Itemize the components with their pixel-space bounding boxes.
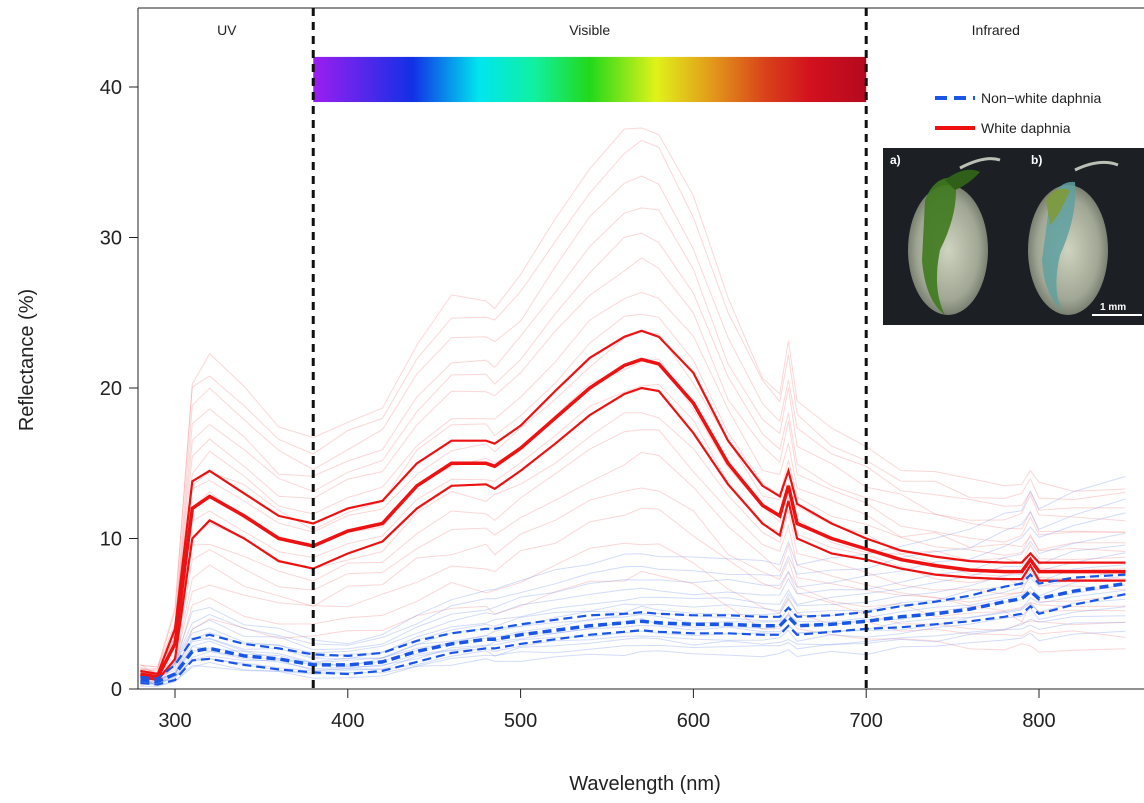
region-label-uv: UV: [217, 22, 237, 38]
inset-panel-label-a: a): [890, 153, 901, 167]
series-nonwhite-lower: [140, 593, 1126, 686]
y-tick-label-30: 30: [100, 228, 122, 250]
x-tick-label-500: 500: [504, 710, 537, 732]
individual-curve-nonwhite-5: [140, 589, 1126, 686]
individual-curve-white-10: [140, 313, 1126, 680]
y-axis-label: Reflectance (%): [16, 289, 38, 431]
x-axis: 300 400 500 600 700 800: [158, 689, 1056, 732]
y-tick-label-0: 0: [111, 679, 122, 701]
legend-label-nonwhite: Non−white daphnia: [981, 90, 1101, 106]
y-tick-label-10: 10: [100, 529, 122, 551]
individual-curve-nonwhite-4: [140, 598, 1126, 685]
individual-curve-nonwhite-6: [140, 584, 1126, 681]
individual-curve-nonwhite-13: [140, 512, 1126, 678]
x-tick-label-400: 400: [331, 710, 364, 732]
series-white-mean: [140, 357, 1126, 679]
individual-curve-white-4: [140, 451, 1126, 683]
x-tick-label-700: 700: [850, 710, 883, 732]
daphnia-inset-photo: a) b) 1 mm: [883, 148, 1144, 325]
individual-curve-white-7: [140, 383, 1126, 673]
spectrum-bar: [313, 56, 867, 103]
region-labels: UV Visible Infrared: [217, 22, 1020, 38]
x-tick-label-600: 600: [677, 710, 710, 732]
individual-curve-nonwhite-9: [140, 564, 1126, 680]
individual-curve-white-15: [140, 175, 1126, 668]
x-axis-label: Wavelength (nm): [569, 773, 721, 795]
individual-curve-white-0: [140, 570, 1126, 687]
legend: Non−white daphnia White daphnia: [935, 90, 1101, 136]
y-tick-label-40: 40: [100, 77, 122, 99]
region-label-visible: Visible: [569, 22, 610, 38]
individual-curve-nonwhite-0: [140, 630, 1126, 686]
individual-curve-nonwhite-15: [140, 476, 1126, 678]
visible-spectrum-gradient: [313, 56, 867, 103]
legend-label-white: White daphnia: [981, 120, 1071, 136]
individual-curve-nonwhite-8: [140, 569, 1126, 680]
daphnia-a-image: [908, 157, 1001, 315]
individual-curve-white-2: [140, 507, 1126, 687]
individual-curve-nonwhite-11: [140, 544, 1126, 678]
individual-curve-white-8: [140, 358, 1126, 679]
individual-curve-nonwhite-1: [140, 621, 1126, 687]
individual-curve-white-17: [140, 127, 1126, 668]
individual-curve-white-1: [140, 542, 1126, 686]
individual-curve-white-14: [140, 207, 1126, 674]
individual-curve-white-12: [140, 257, 1126, 673]
inset-panel-label-b: b): [1031, 153, 1042, 167]
y-axis: 0 10 20 30 40: [100, 77, 138, 701]
individual-curve-nonwhite-3: [140, 606, 1126, 684]
series-nonwhite-upper: [140, 573, 1126, 680]
individual-curve-nonwhite-7: [140, 575, 1126, 685]
individual-curve-white-11: [140, 291, 1126, 672]
individual-curve-white-3: [140, 487, 1126, 684]
individual-curve-nonwhite-14: [140, 498, 1126, 678]
x-tick-label-800: 800: [1022, 710, 1055, 732]
inset-scale-bar-label: 1 mm: [1100, 302, 1126, 313]
series-white-upper: [140, 329, 1126, 676]
x-tick-label-300: 300: [158, 710, 191, 732]
series-nonwhite-mean: [140, 581, 1126, 684]
region-boundaries: [311, 8, 868, 689]
individual-curve-white-13: [140, 232, 1126, 677]
series-white-lower: [140, 386, 1126, 682]
summary-curves: [140, 329, 1126, 686]
daphnia-b-image: [1028, 160, 1119, 315]
individual-curve-white-5: [140, 429, 1126, 678]
region-label-infrared: Infrared: [972, 22, 1020, 38]
y-tick-label-20: 20: [100, 378, 122, 400]
individual-curve-white-6: [140, 412, 1126, 680]
individual-curve-white-16: [140, 139, 1126, 671]
